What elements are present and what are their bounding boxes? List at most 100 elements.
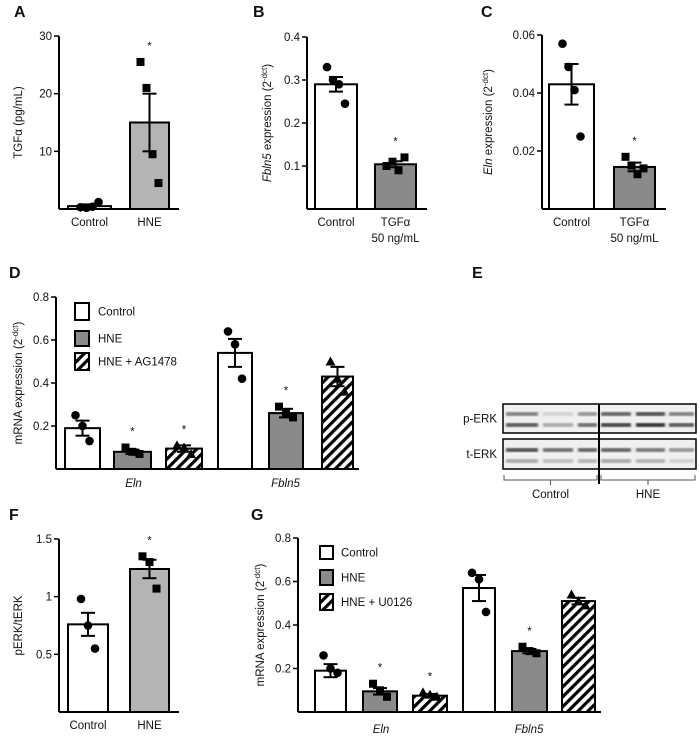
x-category-label: Control — [553, 217, 590, 229]
y-tick-label: 20 — [39, 89, 52, 101]
data-point — [566, 589, 577, 599]
data-point — [322, 62, 332, 72]
legend-label: HNE — [341, 573, 366, 585]
data-point — [639, 164, 648, 173]
significance-star: * — [632, 136, 637, 148]
bar — [67, 623, 109, 714]
data-point — [633, 170, 642, 179]
blot-band — [578, 459, 597, 463]
y-axis-label: pERK/tERK — [13, 595, 25, 655]
data-point — [186, 448, 196, 458]
panel-label: E — [472, 265, 483, 282]
x-category-label: Control — [317, 217, 354, 229]
data-point — [339, 386, 350, 396]
data-point — [136, 57, 145, 66]
data-point — [518, 642, 527, 651]
y-tick-label: 0.1 — [284, 161, 300, 173]
significance-star: * — [393, 136, 398, 148]
blot-band — [506, 423, 538, 427]
y-tick-label: 0.4 — [275, 620, 292, 632]
group-bracket — [600, 475, 696, 485]
x-group-label: Fbln5 — [515, 724, 544, 736]
ylabel-superscript: -dct — [260, 67, 269, 81]
y-tick-label: 0.04 — [513, 88, 536, 100]
data-point — [76, 594, 86, 604]
bar — [561, 600, 596, 714]
panel-label: B — [253, 4, 265, 21]
y-tick-label: 0.8 — [275, 533, 291, 545]
significance-star: * — [147, 535, 152, 547]
blot-band — [543, 412, 573, 416]
y-tick-label: 0.4 — [33, 378, 50, 390]
data-point — [223, 327, 233, 336]
data-point — [121, 443, 130, 452]
data-point — [148, 150, 157, 159]
data-point — [275, 402, 283, 411]
blot-band — [543, 459, 573, 463]
ylabel-part: pERK/tERK — [13, 595, 25, 655]
data-point — [333, 668, 342, 678]
blot-band — [601, 459, 631, 463]
data-point — [627, 161, 636, 170]
blot-band — [669, 412, 694, 416]
panel-label: C — [481, 4, 493, 21]
y-tick-label: 1.5 — [36, 534, 52, 546]
ylabel-superscript: -dct — [11, 325, 20, 339]
significance-star: * — [527, 626, 532, 638]
significance-star: * — [428, 671, 433, 683]
ylabel-part: TGFα (pg/mL) — [13, 86, 25, 159]
x-category-label: TGFα — [620, 217, 650, 229]
y-tick-label: 0.2 — [284, 118, 300, 130]
ylabel-part: ) — [262, 64, 274, 68]
y-tick-label: 0.8 — [33, 292, 49, 304]
blot-band — [578, 412, 597, 416]
blot-group-label: HNE — [636, 489, 661, 501]
blot-row-label: p-ERK — [463, 414, 497, 426]
legend-swatch — [74, 352, 90, 371]
y-axis-label: mRNA expression (2-dct) — [253, 564, 267, 687]
y-axis-label: Eln expression (2-dct) — [481, 69, 495, 175]
significance-star: * — [378, 663, 383, 675]
x-category-label: Control — [69, 720, 106, 732]
data-point — [237, 374, 247, 384]
ylabel-part: expression (2 — [262, 81, 274, 153]
legend: Control HNE HNE + U0126 — [319, 545, 412, 611]
y-axis-label: mRNA expression (2-dct) — [11, 322, 25, 445]
bar — [321, 375, 354, 470]
data-point — [154, 179, 163, 188]
bar — [129, 567, 170, 714]
legend-swatch — [74, 302, 90, 321]
data-point — [576, 132, 585, 141]
significance-star: * — [130, 427, 135, 439]
legend-swatch — [319, 569, 334, 586]
data-point — [432, 691, 442, 701]
data-point — [621, 152, 630, 161]
panel-label: G — [251, 507, 263, 524]
panel-label: A — [14, 4, 26, 21]
blot-band — [506, 448, 538, 452]
y-tick-label: 0.02 — [513, 146, 535, 158]
y-tick-label: 10 — [39, 146, 52, 158]
significance-star: * — [147, 41, 152, 53]
blot-group-label: Control — [532, 489, 569, 501]
legend-label: Control — [98, 307, 135, 319]
panel-label: F — [9, 507, 19, 524]
legend-label: HNE + AG1478 — [98, 357, 177, 369]
x-group-label: Eln — [125, 478, 142, 490]
y-tick-label: 0.6 — [33, 335, 49, 347]
blot-band — [636, 423, 665, 427]
y-tick-label: 0.2 — [275, 664, 291, 676]
blot-band — [578, 448, 597, 452]
ylabel-part: expression (2 — [483, 86, 495, 158]
y-tick-label: 0.4 — [284, 32, 301, 44]
data-point — [319, 651, 328, 660]
x-category-label: TGFα — [381, 217, 411, 229]
y-tick-label: 0.3 — [284, 75, 300, 87]
y-tick-label: 0.6 — [275, 577, 291, 589]
blot-band — [601, 412, 631, 416]
significance-star: * — [182, 424, 187, 436]
